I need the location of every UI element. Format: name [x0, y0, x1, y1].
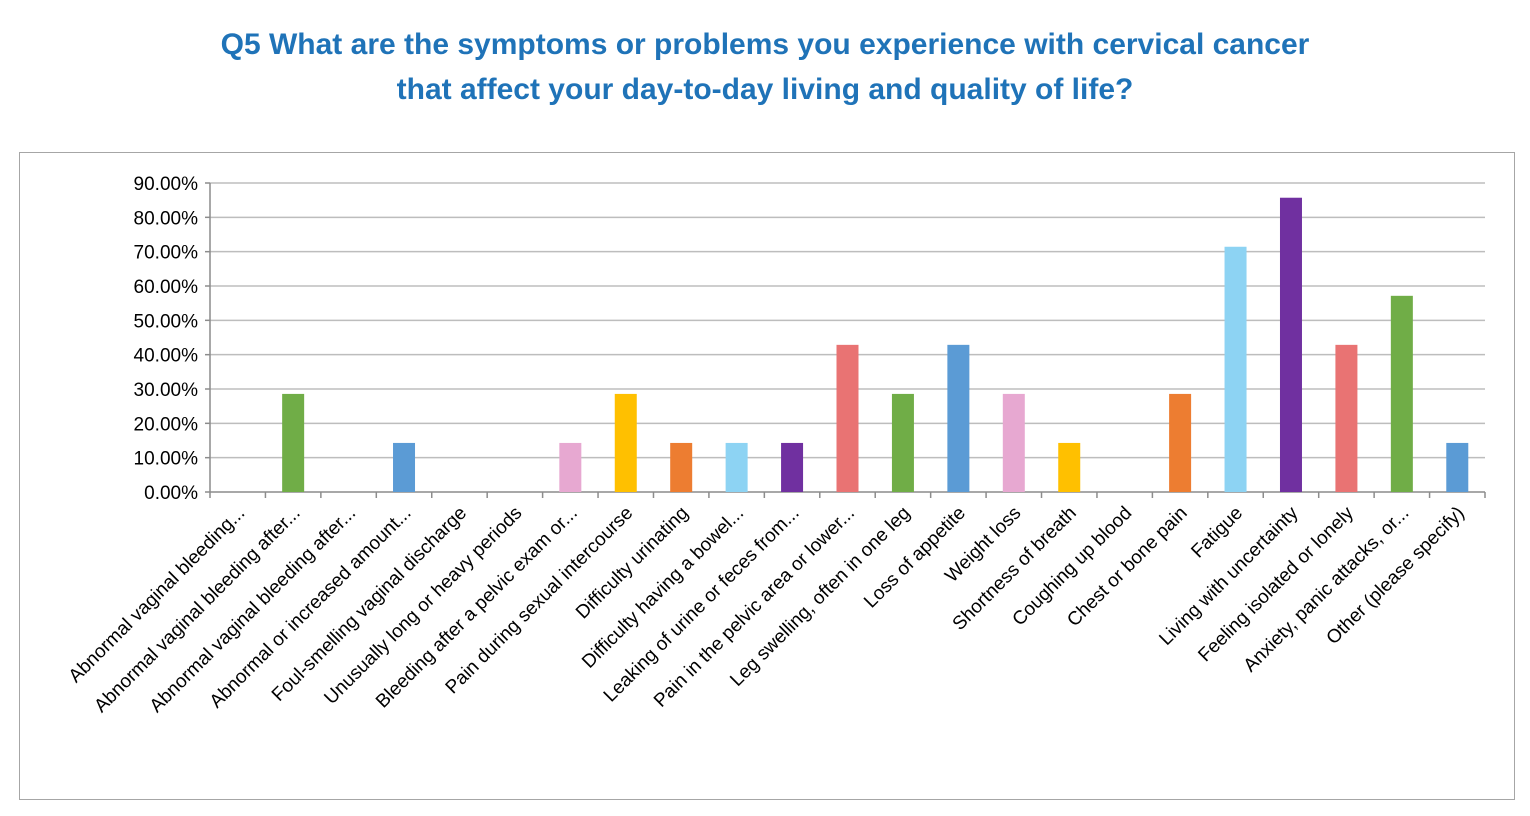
bar	[781, 442, 804, 492]
bar	[614, 393, 637, 492]
bar	[670, 442, 693, 492]
bar	[1279, 197, 1302, 492]
chart-title: Q5 What are the symptoms or problems you…	[0, 22, 1530, 112]
bar	[1169, 393, 1192, 492]
y-axis: 0.00% 10.00% 20.00% 30.00% 40.00% 50.00% 60.00…	[134, 174, 211, 504]
x-category-label: Abnormal or increased amount...	[206, 503, 416, 713]
bar	[393, 442, 416, 492]
bar	[1390, 295, 1413, 492]
x-category-label: Unusually long or heavy periods	[320, 503, 526, 709]
y-tick-label: 80.00%	[134, 208, 199, 229]
bar	[947, 344, 970, 492]
bar	[1446, 442, 1469, 492]
bar	[559, 442, 582, 492]
x-category-label: Bleeding after a pelvic exam or...	[372, 503, 582, 713]
chart-title-line-2: that affect your day-to-day living and q…	[396, 73, 1134, 106]
y-tick-label: 70.00%	[134, 243, 199, 264]
y-tick-label: 10.00%	[134, 449, 199, 470]
bar	[1058, 442, 1081, 492]
bar	[1002, 393, 1025, 492]
bar	[725, 442, 748, 492]
bar	[891, 393, 914, 492]
y-tick-label: 90.00%	[134, 174, 199, 195]
bar	[1335, 344, 1358, 492]
bars	[282, 197, 1469, 492]
x-category-label: Pain in the pelvic area or lower...	[650, 503, 859, 712]
y-tick-label: 40.00%	[134, 346, 199, 367]
x-axis-labels: Abnormal vaginal bleeding...Abnormal vag…	[65, 502, 1469, 717]
y-tick-label: 60.00%	[134, 277, 199, 298]
bar	[836, 344, 859, 492]
chart-title-line-1: Q5 What are the symptoms or problems you…	[220, 28, 1310, 61]
chart-frame	[19, 152, 1515, 800]
x-category-label: Loss of appetite	[860, 503, 970, 613]
y-tick-label: 50.00%	[134, 311, 199, 332]
y-tick-label: 20.00%	[134, 414, 199, 435]
bar	[282, 393, 305, 492]
y-tick-label: 0.00%	[144, 483, 198, 504]
y-tick-label: 30.00%	[134, 380, 199, 401]
x-axis	[209, 492, 1486, 498]
x-category-label: Abnormal vaginal bleeding after...	[146, 503, 360, 717]
x-category-label: Abnormal vaginal bleeding after...	[90, 503, 304, 717]
bar	[1224, 246, 1247, 492]
